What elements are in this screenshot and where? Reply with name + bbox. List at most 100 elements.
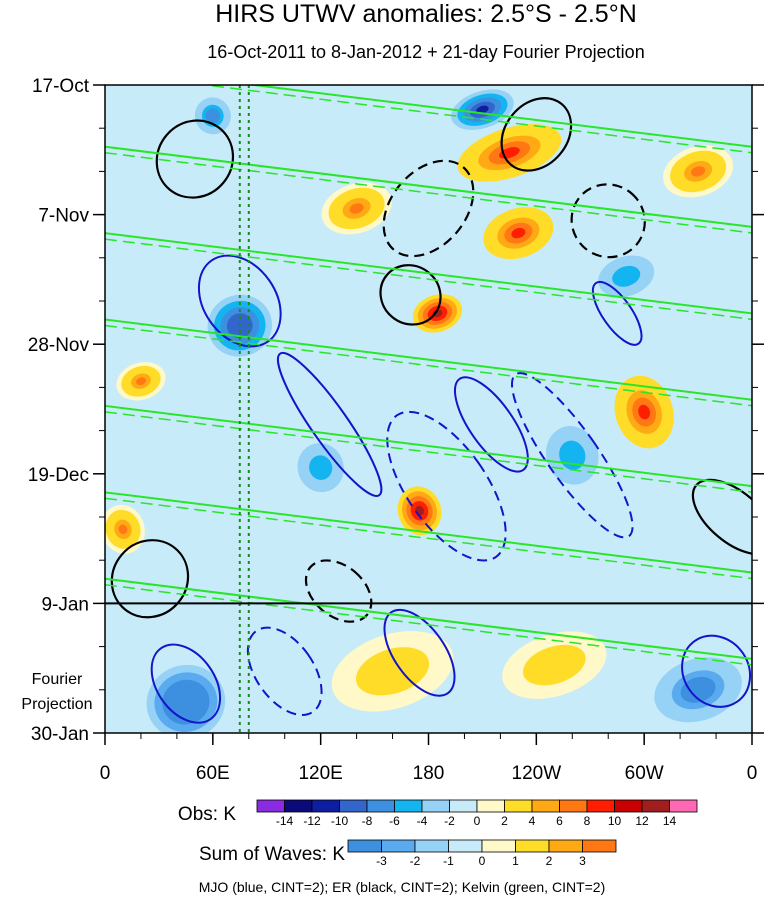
obs-colorbar-swatch — [586, 799, 615, 813]
kelvin-contour — [105, 497, 752, 580]
obs-colorbar-tick-label: 8 — [584, 814, 591, 828]
obs-colorbar-tick-label: 10 — [608, 814, 622, 828]
anomaly-blob — [543, 658, 565, 672]
waves-colorbar-swatch — [515, 839, 550, 853]
obs-colorbar-swatch — [339, 799, 368, 813]
waves-colorbar-swatch — [347, 839, 382, 853]
anomaly-blob — [691, 166, 706, 177]
waves-colorbar-tick-label: 1 — [512, 854, 519, 868]
y-tick-label: 7-Nov — [38, 206, 89, 227]
kelvin-contour — [105, 577, 752, 660]
er-contour — [500, 97, 573, 172]
obs-colorbar-label: Obs: K — [178, 804, 236, 825]
anomaly-blob — [118, 524, 128, 535]
waves-colorbar-swatch — [381, 839, 416, 853]
obs-colorbar-swatch — [449, 799, 478, 813]
obs-colorbar-swatch — [256, 799, 285, 813]
mjo-contour — [197, 254, 282, 348]
x-tick-label: 180 — [413, 763, 445, 784]
obs-colorbar-tick-label: 2 — [501, 814, 508, 828]
y-tick-label: 30-Jan — [31, 724, 89, 745]
kelvin-contour — [105, 491, 752, 574]
chart-subtitle: 16-Oct-2011 to 8-Jan-2012 + 21-day Fouri… — [207, 42, 644, 62]
anomaly-blob — [619, 271, 634, 282]
obs-colorbar-tick-label: 0 — [474, 814, 481, 828]
waves-colorbar-tick-label: -2 — [410, 854, 421, 868]
kelvin-contour — [199, 85, 752, 154]
obs-colorbar-tick-label: -12 — [303, 814, 321, 828]
chart-title: HIRS UTWV anomalies: 2.5°S - 2.5°N — [215, 0, 637, 28]
wave-contours — [105, 85, 752, 733]
obs-colorbar-tick-label: -4 — [417, 814, 428, 828]
anomaly-blob — [476, 105, 489, 114]
kelvin-contour — [105, 318, 752, 401]
anomaly-blob — [689, 683, 707, 697]
kelvin-contour — [105, 232, 752, 315]
er-contour — [155, 119, 235, 199]
waves-colorbar-swatch — [414, 839, 449, 853]
kelvin-contour — [105, 145, 752, 228]
obs-colorbar-swatch — [504, 799, 533, 813]
obs-colorbar-tick-label: 14 — [663, 814, 677, 828]
obs-colorbar-swatch — [394, 799, 423, 813]
waves-colorbar-tick-label: 0 — [479, 854, 486, 868]
anomaly-blob — [136, 377, 146, 386]
obs-colorbar-swatch — [476, 799, 505, 813]
kelvin-contour — [105, 411, 752, 493]
x-tick-label: 0 — [100, 763, 111, 784]
obs-colorbar-swatch — [669, 799, 698, 813]
mjo-contour — [591, 280, 643, 346]
x-tick-label: 120W — [512, 763, 562, 784]
plot-axes: 17-Oct 7-Nov 28-Nov 19-Dec 9-Jan 30-Jan Fourie… — [21, 76, 764, 784]
mjo-contour — [453, 376, 529, 473]
mjo-contour — [383, 608, 456, 697]
waves-colorbar-swatch — [548, 839, 583, 853]
kelvin-contour — [105, 238, 752, 321]
obs-colorbar-swatch — [641, 799, 670, 813]
obs-colorbar-swatch — [559, 799, 588, 813]
anomaly-blob — [178, 694, 194, 710]
waves-colorbar-swatch — [448, 839, 483, 853]
obs-colorbar-tick-label: -2 — [444, 814, 455, 828]
contour-layer — [105, 85, 752, 733]
kelvin-contour — [105, 324, 752, 407]
anomaly-blob — [565, 447, 579, 463]
anomaly-blob — [209, 112, 217, 120]
obs-colorbar-tick-label: 4 — [529, 814, 536, 828]
obs-colorbar-swatch — [284, 799, 313, 813]
anomaly-blob — [511, 227, 526, 239]
kelvin-contour — [105, 151, 752, 234]
waves-colorbar-tick-label: 3 — [579, 854, 586, 868]
obs-colorbar-tick-label: -8 — [362, 814, 373, 828]
obs-colorbar-swatch — [366, 799, 395, 813]
mjo-contour — [511, 372, 634, 539]
y-tick-label: 19-Dec — [28, 465, 89, 486]
y-tick-label: 28-Nov — [28, 335, 90, 356]
y-tick-label: 17-Oct — [32, 76, 90, 97]
obs-colorbar: Obs: K -14 -12 -10 -8 -6 -4 -2 0 2 4 6 8 10 12 14 — [178, 799, 698, 828]
x-tick-label: 120E — [298, 763, 342, 784]
mjo-contour — [276, 351, 383, 497]
waves-colorbar-tick-label: -3 — [376, 854, 387, 868]
obs-colorbar-swatch — [311, 799, 340, 813]
waves-colorbar-tick-label: -1 — [443, 854, 454, 868]
anomaly-blob — [638, 404, 651, 420]
mjo-contour — [681, 634, 752, 708]
contour-legend-caption: MJO (blue, CINT=2); ER (black, CINT=2); … — [199, 879, 606, 895]
y-tick-label: 9-Jan — [41, 594, 89, 615]
waves-colorbar-label: Sum of Waves: K — [199, 844, 345, 865]
obs-colorbar-tick-label: 12 — [635, 814, 649, 828]
mjo-contour — [246, 626, 323, 716]
waves-colorbar-swatch — [481, 839, 516, 853]
x-tick-label: 60E — [196, 763, 230, 784]
kelvin-contour — [105, 404, 752, 488]
kelvin-contour — [246, 85, 752, 148]
mjo-contour — [150, 643, 222, 724]
mjo-contour — [386, 410, 507, 562]
forecast-label: Projection — [21, 696, 92, 713]
obs-colorbar-tick-label: -14 — [276, 814, 294, 828]
er-contour — [382, 159, 475, 258]
obs-colorbar-swatch — [614, 799, 643, 813]
kelvin-contour — [105, 583, 752, 666]
